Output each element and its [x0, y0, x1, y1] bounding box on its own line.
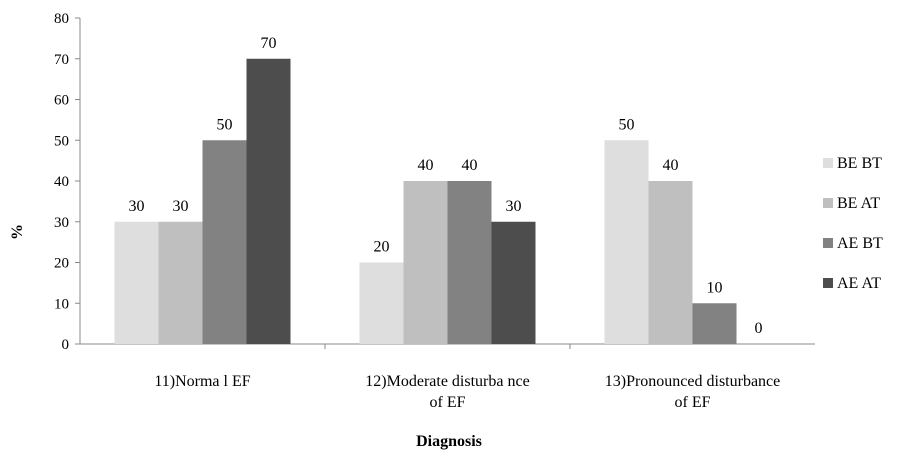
bar [447, 181, 492, 344]
data-label: 40 [462, 157, 478, 174]
data-label: 0 [755, 320, 763, 337]
category-label: 12)Moderate disturba nce [365, 373, 529, 390]
data-label: 50 [619, 116, 635, 133]
data-labels: 30 30 50 70 20 40 40 30 50 40 10 0 [129, 35, 763, 337]
legend-swatch [823, 278, 833, 288]
bar [202, 140, 247, 344]
y-tick-labels: 0 10 20 30 40 50 60 70 80 [54, 11, 69, 353]
y-tick-label: 50 [54, 133, 69, 149]
y-tick-label: 40 [54, 174, 69, 190]
data-label: 30 [506, 198, 522, 215]
y-axis-title: % [9, 224, 26, 240]
bar [403, 181, 448, 344]
bar [692, 303, 737, 344]
x-axis-title: Diagnosis [416, 433, 482, 450]
data-label: 30 [129, 198, 145, 215]
data-label: 30 [173, 198, 189, 215]
y-tick-label: 80 [54, 11, 69, 27]
bar [158, 221, 203, 344]
bar [114, 221, 159, 344]
data-label: 40 [663, 157, 679, 174]
legend-label: AE BT [837, 235, 883, 252]
category-label: of EF [675, 394, 711, 411]
category-label: of EF [430, 394, 466, 411]
category-label: 13)Pronounced disturbance [605, 373, 781, 390]
legend-label: BE AT [837, 195, 880, 212]
legend-swatch [823, 238, 833, 248]
bars [114, 58, 737, 344]
data-label: 10 [707, 279, 723, 296]
y-tick-label: 10 [54, 296, 69, 312]
data-label: 20 [374, 239, 390, 256]
data-label: 70 [261, 35, 277, 52]
category-label: 11)Norma l EF [154, 373, 250, 390]
bar [246, 58, 291, 344]
y-tick-label: 70 [54, 52, 69, 68]
legend-swatch [823, 198, 833, 208]
y-tick-label: 30 [54, 215, 69, 231]
data-label: 50 [217, 116, 233, 133]
bar [604, 140, 649, 344]
legend: BE BT BE AT AE BT AE AT [823, 155, 883, 292]
bar [648, 181, 693, 344]
y-tick-label: 60 [54, 93, 69, 109]
legend-swatch [823, 158, 833, 168]
y-tick-label: 20 [54, 256, 69, 272]
category-labels: 11)Norma l EF 12)Moderate disturba nce of … [154, 373, 780, 411]
bar [491, 221, 536, 344]
y-tick-label: 0 [62, 337, 70, 353]
data-label: 40 [418, 157, 434, 174]
legend-label: AE AT [837, 275, 881, 292]
bar [359, 262, 404, 344]
legend-label: BE BT [837, 155, 882, 172]
